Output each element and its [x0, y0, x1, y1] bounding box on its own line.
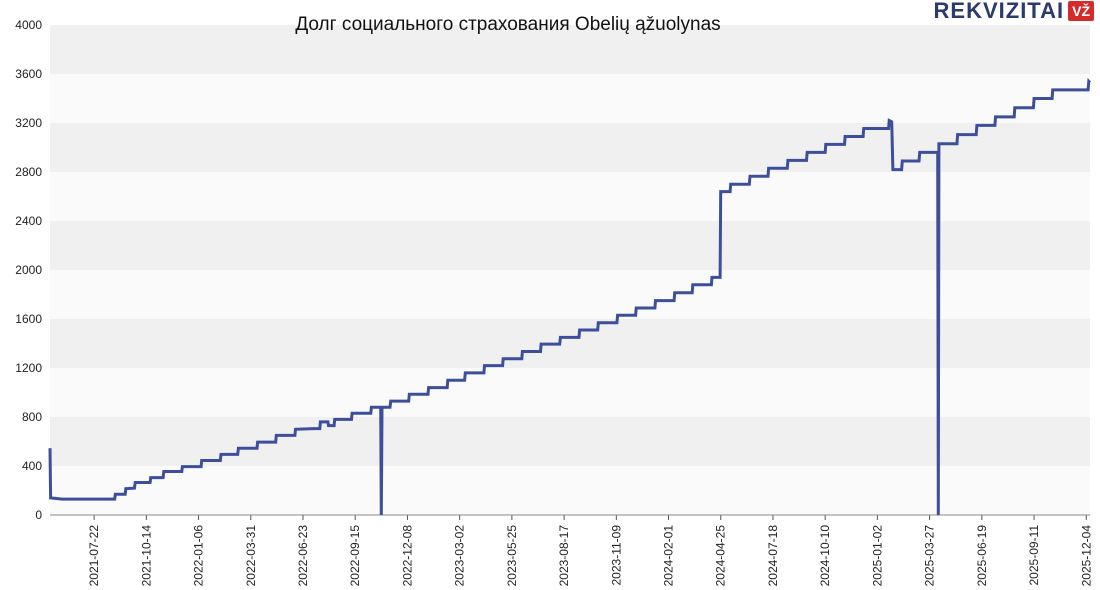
- logo-text: REKVIZITAI: [933, 0, 1065, 23]
- grid-band: [50, 74, 1090, 123]
- y-tick-label: 400: [22, 459, 42, 473]
- grid-band: [50, 319, 1090, 368]
- x-tick-label: 2024-10-10: [818, 525, 832, 587]
- x-tick-label: 2022-09-15: [348, 525, 362, 587]
- x-tick-label: 2024-02-01: [662, 525, 676, 587]
- x-tick-label: 2023-05-25: [505, 525, 519, 587]
- y-tick-label: 800: [22, 410, 42, 424]
- x-tick-label: 2022-06-23: [296, 525, 310, 587]
- y-axis-ticks: 0 400 800 1200 1600 2000 2400 2800 3200 3600 4000: [15, 18, 42, 522]
- series-line: [48, 78, 1092, 516]
- x-tick-label: 2025-09-11: [1027, 525, 1041, 586]
- y-tick-label: 4000: [15, 18, 42, 32]
- x-tick-label: 2025-03-27: [923, 525, 937, 587]
- grid-band: [50, 270, 1090, 319]
- grid-band: [50, 221, 1090, 270]
- x-tick-label: 2025-06-19: [975, 525, 989, 587]
- chart-title: Долг социального страхования Obelių ąžuo…: [295, 14, 720, 35]
- grid-band: [50, 417, 1090, 466]
- x-tick-label: 2025-12-04: [1079, 525, 1093, 587]
- y-tick-label: 2400: [15, 214, 42, 228]
- x-axis-ticks: 2021-07-22 2021-10-14 2022-01-06 2022-03-31…: [87, 515, 1093, 586]
- x-tick-label: 2023-11-09: [609, 525, 623, 586]
- grid-band: [50, 172, 1090, 221]
- grid-band: [50, 466, 1090, 515]
- x-tick-label: 2022-12-08: [400, 525, 414, 587]
- grid-band: [50, 123, 1090, 172]
- x-tick-label: 2022-03-31: [244, 525, 258, 587]
- x-tick-label: 2024-04-25: [714, 525, 728, 587]
- y-tick-label: 2800: [15, 165, 42, 179]
- x-tick-label: 2021-07-22: [87, 525, 101, 587]
- y-tick-label: 1200: [15, 361, 42, 375]
- y-tick-label: 3600: [15, 67, 42, 81]
- y-tick-label: 0: [35, 508, 42, 522]
- y-tick-label: 2000: [15, 263, 42, 277]
- x-tick-label: 2022-01-06: [192, 525, 206, 587]
- y-tick-label: 3200: [15, 116, 42, 130]
- x-tick-label: 2025-01-02: [870, 525, 884, 587]
- grid-bands: [50, 25, 1090, 515]
- logo-badge: VŽ: [1068, 1, 1094, 21]
- grid-band: [50, 25, 1090, 74]
- x-tick-label: 2023-03-02: [453, 525, 467, 587]
- x-tick-label: 2021-10-14: [139, 525, 153, 587]
- grid-band: [50, 368, 1090, 417]
- rekvizitai-logo[interactable]: REKVIZITAI VŽ: [934, 0, 1094, 22]
- y-tick-label: 1600: [15, 312, 42, 326]
- x-tick-label: 2023-08-17: [557, 525, 571, 587]
- x-tick-label: 2024-07-18: [766, 525, 780, 587]
